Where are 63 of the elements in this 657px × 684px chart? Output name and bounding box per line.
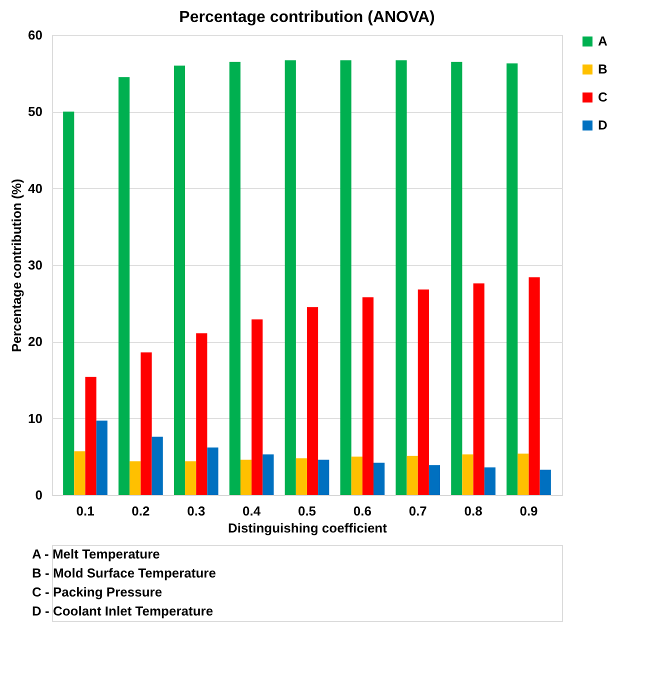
bar xyxy=(362,297,374,495)
bar xyxy=(229,62,240,495)
bar xyxy=(307,307,318,495)
x-tick-label: 0.3 xyxy=(187,504,206,518)
bar xyxy=(340,60,352,495)
y-tick-label: 60 xyxy=(28,28,42,42)
x-tick-label: 0.6 xyxy=(353,504,372,518)
y-tick-label: 30 xyxy=(28,258,42,272)
bar xyxy=(96,420,108,495)
bar xyxy=(374,462,385,495)
text: B - Mold Surface Temperature xyxy=(32,566,216,580)
x-tick-label: 0.7 xyxy=(408,504,427,518)
y-tick-label: 20 xyxy=(28,334,42,350)
legend-label: C xyxy=(598,90,608,104)
legend-label: D xyxy=(598,118,608,132)
bar xyxy=(418,290,429,495)
x-tick-label: 0.5 xyxy=(298,504,316,518)
bar xyxy=(207,447,218,495)
bar xyxy=(140,352,152,495)
text: A - Melt Temperature xyxy=(32,546,160,562)
y-tick-label: 0 xyxy=(35,488,42,502)
bar xyxy=(152,436,163,495)
x-tick-label: 0.2 xyxy=(132,504,150,518)
x-tick-label: 0.9 xyxy=(520,504,538,518)
bar xyxy=(63,112,74,495)
bar xyxy=(174,66,186,495)
text: C - Packing Pressure xyxy=(32,584,162,600)
x-tick-label: 0.4 xyxy=(242,504,262,518)
bar xyxy=(484,467,496,495)
y-axis-title: Percentage contribution (%) xyxy=(9,178,24,352)
x-tick-label: 0.8 xyxy=(464,504,482,518)
bar xyxy=(473,283,484,495)
bar xyxy=(240,460,252,495)
legend-label: B xyxy=(598,62,608,76)
bar xyxy=(318,460,330,495)
bar xyxy=(284,60,296,495)
bar xyxy=(506,63,518,495)
bar xyxy=(296,458,307,495)
text: D - Coolant Inlet Temperature xyxy=(32,604,214,618)
bar xyxy=(540,470,551,495)
legend-label: A xyxy=(598,34,608,48)
bar xyxy=(196,333,208,495)
bar xyxy=(406,456,418,495)
bar xyxy=(85,376,96,495)
x-tick-label: 0.1 xyxy=(76,504,94,518)
bar xyxy=(518,454,529,495)
bar xyxy=(74,451,86,495)
bar xyxy=(118,77,130,495)
y-tick-label: 50 xyxy=(28,104,42,120)
bar xyxy=(396,60,407,495)
bar xyxy=(528,277,540,495)
x-axis-title: Distinguishing coefficient xyxy=(228,520,388,536)
y-tick-label: 40 xyxy=(28,180,42,196)
bar xyxy=(428,465,440,495)
bar xyxy=(130,461,141,495)
bar xyxy=(462,454,474,495)
bar xyxy=(262,454,274,495)
bar xyxy=(451,62,462,495)
chart-title: Percentage contribution (ANOVA) xyxy=(179,9,435,26)
bar xyxy=(185,461,196,495)
y-tick-label: 10 xyxy=(28,410,42,426)
bar xyxy=(252,319,263,495)
bar xyxy=(351,456,362,495)
